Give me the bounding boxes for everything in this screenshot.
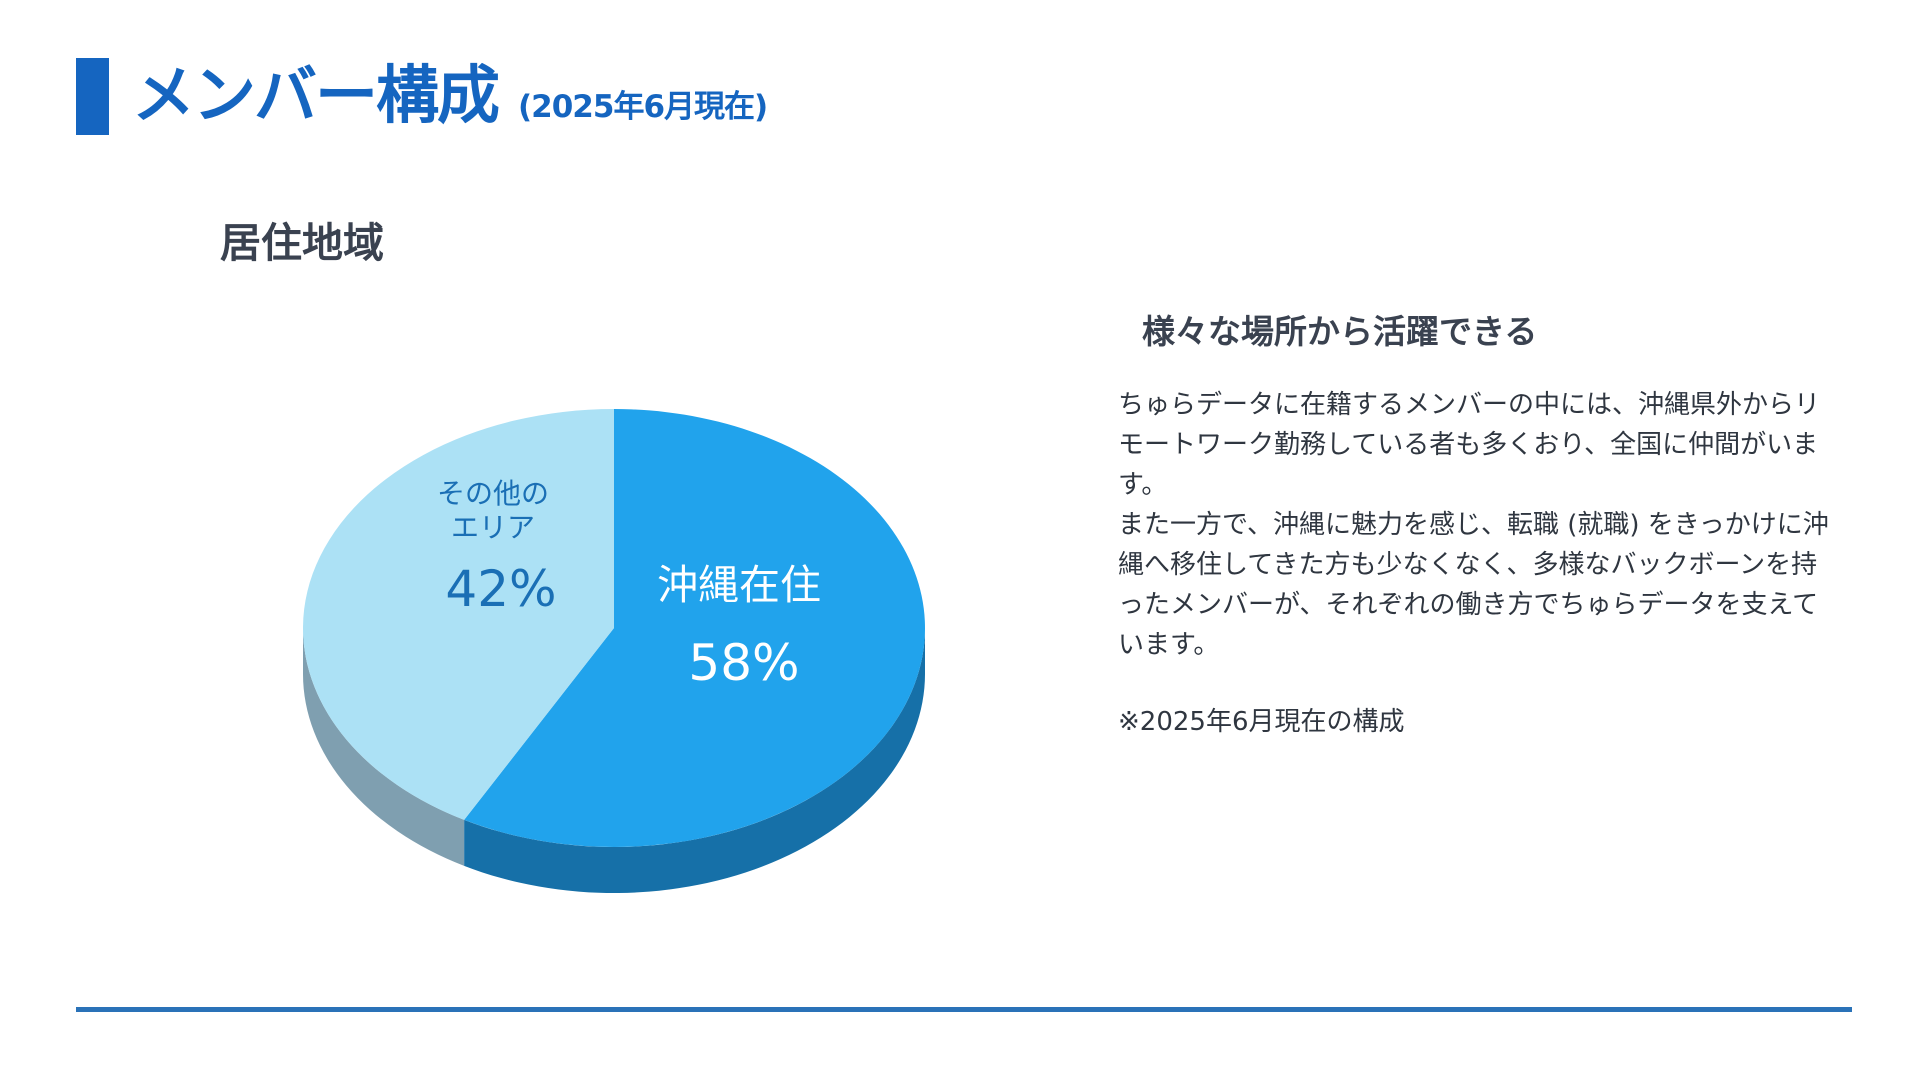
slice-value-other: 42%: [445, 560, 556, 618]
footnote: ※2025年6月現在の構成: [1118, 707, 1405, 737]
text-panel-heading: 様々な場所から活躍できる: [1142, 312, 1538, 351]
pie-slice-other: [302, 409, 614, 820]
slice-label-other-line2: エリア: [451, 511, 535, 544]
text-panel-body: ちゅらデータに在籍するメンバーの中には、沖縄県外からリモートワーク勤務している者…: [1118, 385, 1838, 665]
bottom-divider: [76, 1007, 1852, 1012]
page-subtitle: (2025年6月現在): [518, 89, 768, 125]
title-block: メンバー構成 (2025年6月現在): [132, 56, 768, 136]
body-paragraph-2: また一方で、沖縄に魅力を感じ、転職 (就職) をきっかけに沖縄へ移住してきた方も…: [1118, 510, 1829, 660]
slice-value-okinawa: 58%: [688, 634, 799, 692]
slice-label-okinawa: 沖縄在住: [657, 561, 821, 609]
pie-slice-okinawa: [464, 409, 925, 847]
pie-chart: 沖縄在住 58% その他の エリア 42%: [302, 409, 925, 894]
slice-label-other-line1: その他の: [437, 477, 549, 510]
section-label: 居住地域: [220, 219, 384, 267]
page-title: メンバー構成: [132, 59, 500, 132]
pie-side-other: [303, 628, 465, 866]
body-paragraph-1: ちゅらデータに在籍するメンバーの中には、沖縄県外からリモートワーク勤務している者…: [1118, 390, 1821, 500]
pie-side-okinawa: [464, 628, 925, 894]
title-accent-bar: [76, 58, 109, 135]
